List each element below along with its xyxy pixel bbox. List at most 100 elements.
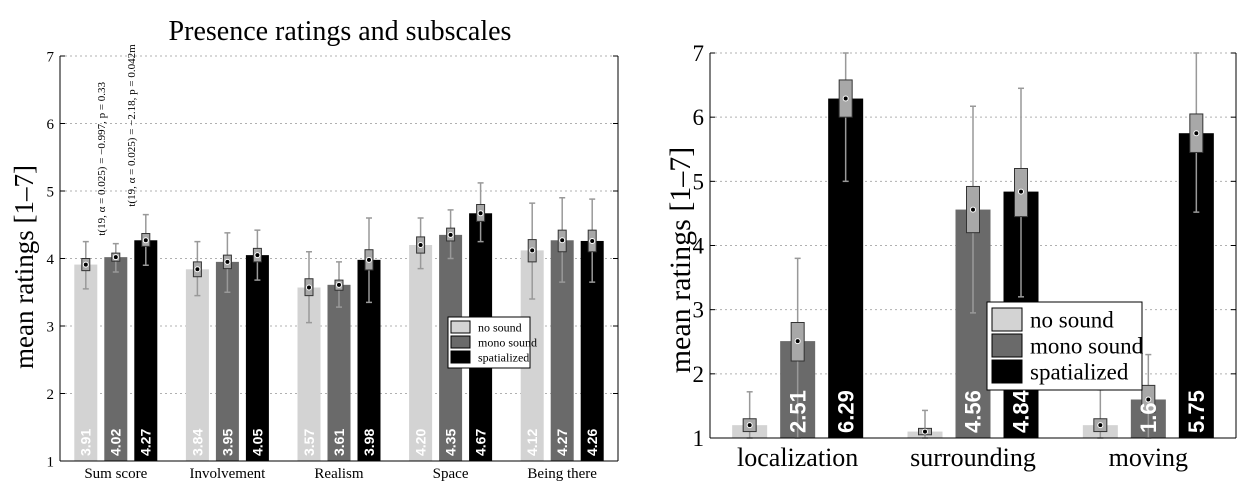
bar [245, 255, 269, 461]
bar-value-label: 3.84 [189, 429, 205, 456]
mean-marker [922, 428, 928, 435]
x-tick-label: Realism [314, 466, 363, 481]
bar [327, 284, 351, 461]
mean-marker [447, 231, 454, 238]
y-axis-label: mean ratings [1–7] [9, 165, 39, 369]
bar-value-label: 4.05 [249, 429, 265, 456]
bar-value-label: 3.98 [361, 429, 377, 456]
legend-swatch [450, 335, 471, 349]
bar-value-label: 4.20 [413, 429, 429, 456]
sound-perception-chart: mean ratings [1–7] 2.51 6.29 4.56 4.84 1.6 5.… [664, 41, 1237, 472]
bar-value-label: 4.27 [554, 429, 570, 456]
bar [215, 261, 239, 461]
legend-label: mono sound [1030, 333, 1144, 358]
bar-value-label: 2.51 [785, 390, 810, 433]
mean-marker [194, 266, 201, 273]
legend-swatch [450, 320, 471, 334]
y-tick-label: 3 [47, 319, 55, 335]
bar-value-label: 4.27 [138, 429, 154, 456]
y-tick-label: 1 [47, 454, 55, 470]
mean-marker [366, 256, 372, 263]
bar [550, 240, 574, 461]
legend-swatch [991, 333, 1023, 358]
mean-marker [224, 258, 231, 265]
bar [134, 240, 158, 461]
bar [104, 257, 128, 461]
legend-label: spatialized [478, 351, 529, 365]
legend-swatch [991, 359, 1023, 384]
mean-marker [82, 261, 89, 268]
mean-marker [142, 237, 149, 244]
bar-value-label: 4.56 [961, 390, 986, 433]
mean-marker [336, 281, 342, 288]
y-tick-label: 2 [693, 362, 705, 387]
mean-marker [842, 95, 849, 102]
mean-marker [1145, 396, 1152, 403]
bar-value-label: 4.26 [584, 429, 600, 456]
bar-value-label: 4.02 [108, 429, 124, 456]
y-tick-label: 4 [47, 252, 55, 268]
y-tick-label: 1 [693, 426, 705, 451]
bar-value-label: 3.91 [78, 429, 94, 456]
x-tick-label: localization [737, 443, 858, 472]
ttest-annotation: t(19, α = 0.025) = −2.18, p = 0.042m [126, 44, 138, 207]
bar-value-label: 6.29 [833, 390, 858, 433]
bar [74, 264, 98, 461]
mean-marker [1097, 422, 1104, 429]
bar [520, 250, 544, 461]
mean-marker [970, 206, 976, 213]
bar-value-label: 4.35 [443, 429, 459, 456]
mean-marker [559, 237, 566, 244]
y-tick-label: 7 [47, 49, 55, 65]
mean-marker [1193, 130, 1200, 137]
y-tick-label: 2 [47, 387, 55, 403]
y-tick-label: 7 [693, 41, 705, 66]
mean-marker [589, 237, 596, 244]
legend-label: spatialized [1030, 359, 1129, 384]
y-tick-label: 5 [47, 184, 55, 200]
bar-value-label: 4.12 [524, 429, 540, 456]
mean-marker [529, 247, 536, 254]
mean-marker [477, 210, 484, 217]
mean-marker [1018, 188, 1024, 195]
x-tick-label: Sum score [84, 466, 147, 481]
x-tick-label: Being there [527, 466, 597, 481]
bar-value-label: 5.75 [1184, 390, 1209, 433]
y-tick-label: 6 [693, 105, 705, 130]
legend-label: no sound [478, 321, 522, 335]
bar-value-label: 3.57 [301, 429, 317, 456]
y-tick-label: 5 [693, 169, 705, 194]
legend-swatch [991, 307, 1023, 332]
legend-label: no sound [1030, 307, 1114, 332]
bar [580, 240, 604, 461]
mean-marker [112, 254, 119, 261]
bar-value-label: 4.67 [473, 429, 489, 456]
bar-value-label: 4.84 [1009, 389, 1034, 433]
bar [409, 245, 433, 461]
bar-value-label: 3.61 [331, 429, 347, 456]
x-tick-label: moving [1109, 443, 1188, 472]
mean-marker [254, 252, 261, 259]
mean-marker [417, 242, 424, 248]
bar [297, 287, 321, 461]
y-axis-label: mean ratings [1–7] [664, 147, 697, 374]
x-tick-label: Involvement [189, 466, 266, 481]
bar [185, 269, 209, 461]
mean-marker [306, 284, 312, 291]
legend-label: mono sound [478, 336, 537, 350]
presence-subscales-chart: Presence ratings and subscales mean rati… [9, 16, 619, 481]
x-tick-label: surrounding [910, 443, 1036, 472]
y-tick-label: 6 [47, 117, 55, 133]
mean-marker [794, 338, 801, 345]
mean-marker [746, 422, 753, 429]
ttest-annotation: t(19, α = 0.025) = −0.997, p = 0.33 [96, 81, 108, 235]
bar [357, 259, 381, 461]
bar-value-label: 1.6 [1136, 402, 1161, 433]
bar-value-label: 3.95 [219, 429, 235, 456]
y-tick-label: 3 [693, 298, 705, 323]
chart-title: Presence ratings and subscales [169, 16, 512, 47]
y-tick-label: 4 [693, 234, 705, 259]
legend-swatch [450, 350, 471, 364]
